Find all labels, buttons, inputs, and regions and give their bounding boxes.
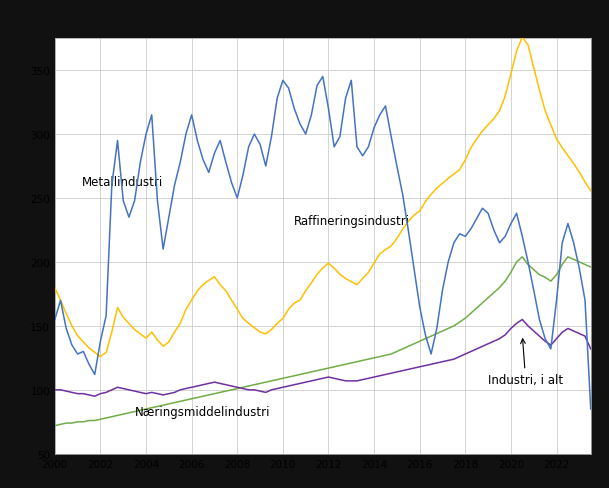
Text: Industri, i alt: Industri, i alt	[488, 339, 563, 386]
Text: Næringsmiddelindustri: Næringsmiddelindustri	[135, 406, 270, 419]
Text: Raffineringsindustri: Raffineringsindustri	[294, 214, 410, 227]
Text: Metallindustri: Metallindustri	[82, 176, 163, 189]
